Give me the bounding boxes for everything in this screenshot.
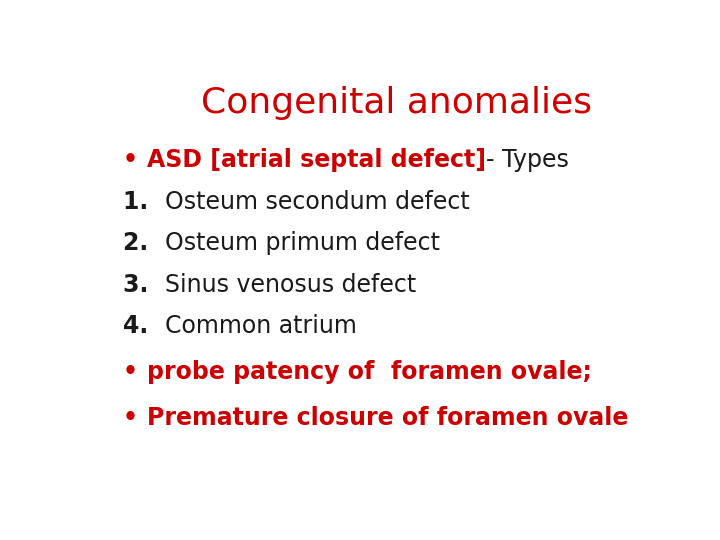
Text: Common atrium: Common atrium (165, 314, 357, 338)
Text: 1.: 1. (124, 190, 165, 213)
Text: Premature closure of foramen ovale: Premature closure of foramen ovale (147, 406, 628, 430)
Text: •: • (124, 406, 147, 430)
Text: probe patency of  foramen ovale;: probe patency of foramen ovale; (147, 360, 592, 384)
Text: - Types: - Types (486, 148, 569, 172)
Text: 3.: 3. (124, 273, 166, 296)
Text: 4.: 4. (124, 314, 165, 338)
Text: ASD [atrial septal defect]: ASD [atrial septal defect] (147, 148, 486, 172)
Text: Osteum primum defect: Osteum primum defect (165, 231, 440, 255)
Text: Osteum secondum defect: Osteum secondum defect (165, 190, 470, 213)
Text: Congenital anomalies: Congenital anomalies (202, 85, 593, 119)
Text: •: • (124, 148, 147, 172)
Text: 2.: 2. (124, 231, 165, 255)
Text: •: • (124, 360, 147, 384)
Text: Sinus venosus defect: Sinus venosus defect (166, 273, 417, 296)
